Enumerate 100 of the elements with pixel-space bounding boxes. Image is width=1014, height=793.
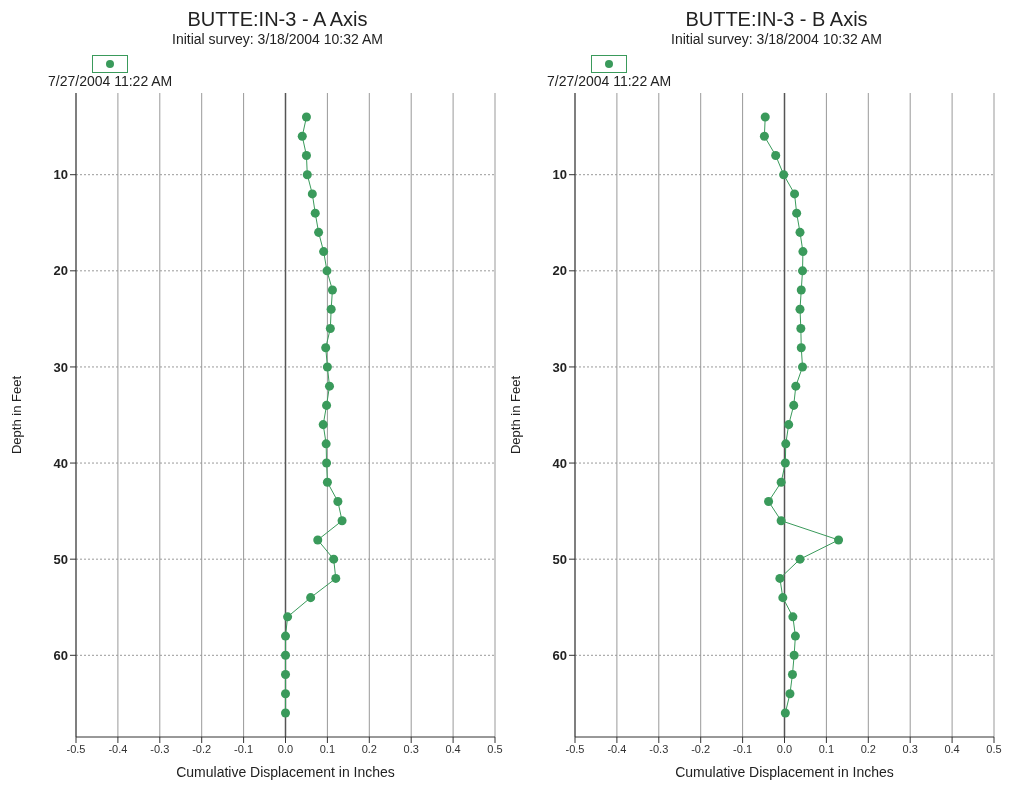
y-tick-label: 10 xyxy=(53,167,68,183)
point xyxy=(790,631,800,641)
point xyxy=(798,362,808,372)
point xyxy=(796,323,806,333)
point xyxy=(333,497,343,507)
point xyxy=(302,170,312,180)
x-tick-label: 0.1 xyxy=(818,742,835,755)
point xyxy=(327,285,337,295)
point xyxy=(301,150,311,160)
point xyxy=(314,227,324,237)
point xyxy=(280,708,291,718)
x-tick-label: -0.1 xyxy=(234,742,254,755)
point xyxy=(795,554,805,564)
y-tick-label: 60 xyxy=(53,647,68,663)
x-tick-label: 0.2 xyxy=(860,742,876,755)
point xyxy=(322,266,332,276)
point xyxy=(776,516,786,526)
x-axis-title: Cumulative Displacement in Inches xyxy=(176,764,395,780)
point xyxy=(280,689,291,699)
point xyxy=(306,593,316,603)
x-tick-label: -0.2 xyxy=(192,742,212,755)
point xyxy=(326,304,336,314)
point xyxy=(329,554,339,564)
x-tick-label: 0.5 xyxy=(487,742,503,755)
y-tick-label: 30 xyxy=(53,359,68,375)
point xyxy=(313,535,323,545)
legend-label: 7/27/2004 11:22 AM xyxy=(547,73,672,89)
point xyxy=(787,670,797,680)
point xyxy=(798,247,808,257)
point xyxy=(792,208,802,218)
x-tick-label: 0.0 xyxy=(776,742,793,755)
point xyxy=(318,420,328,430)
point xyxy=(781,439,791,449)
point xyxy=(789,400,799,410)
point xyxy=(322,400,332,410)
x-tick-label: -0.5 xyxy=(66,742,86,755)
point xyxy=(796,285,806,295)
point xyxy=(778,593,788,603)
point xyxy=(283,612,293,622)
x-tick-label: -0.3 xyxy=(649,742,669,755)
point xyxy=(322,362,332,372)
point xyxy=(280,650,291,660)
point xyxy=(297,131,307,141)
point xyxy=(779,170,789,180)
point xyxy=(771,150,781,160)
point xyxy=(798,266,808,276)
point xyxy=(764,497,774,507)
point xyxy=(322,477,332,487)
x-tick-label: -0.1 xyxy=(733,742,753,755)
y-tick-label: 50 xyxy=(552,551,567,567)
point xyxy=(796,343,806,353)
point xyxy=(280,631,291,641)
point xyxy=(325,323,335,333)
point xyxy=(307,189,317,199)
point xyxy=(322,458,332,468)
point xyxy=(795,227,805,237)
point xyxy=(331,573,341,583)
x-tick-label: 0.2 xyxy=(361,742,377,755)
y-tick-label: 40 xyxy=(53,455,68,471)
point xyxy=(788,612,798,622)
chart-subtitle: Initial survey: 3/18/2004 10:32 AM xyxy=(171,31,384,47)
y-axis-title: Depth in Feet xyxy=(8,375,24,455)
x-tick-label: 0.4 xyxy=(944,742,960,755)
x-tick-label: 0.5 xyxy=(986,742,1002,755)
point xyxy=(780,708,790,718)
point xyxy=(337,516,347,526)
legend-label: 7/27/2004 11:22 AM xyxy=(48,73,173,89)
point xyxy=(795,304,805,314)
x-tick-label: -0.2 xyxy=(691,742,711,755)
x-axis-title: Cumulative Displacement in Inches xyxy=(675,764,894,780)
y-tick-label: 50 xyxy=(53,551,68,567)
point xyxy=(775,573,785,583)
x-tick-label: 0.3 xyxy=(403,742,419,755)
point xyxy=(760,112,770,122)
point xyxy=(310,208,320,218)
x-tick-label: 0.3 xyxy=(902,742,918,755)
x-tick-label: 0.4 xyxy=(445,742,461,755)
y-tick-label: 60 xyxy=(552,647,567,663)
point xyxy=(280,670,291,680)
y-axis-title: Depth in Feet xyxy=(507,375,523,455)
point xyxy=(834,535,844,545)
x-tick-label: 0.1 xyxy=(319,742,336,755)
x-tick-label: -0.3 xyxy=(150,742,170,755)
point xyxy=(776,477,786,487)
y-tick-label: 10 xyxy=(552,167,567,183)
point xyxy=(790,189,800,199)
point xyxy=(321,343,331,353)
x-tick-label: -0.4 xyxy=(607,742,627,755)
point xyxy=(759,131,769,141)
point xyxy=(324,381,335,391)
point xyxy=(791,381,801,391)
point xyxy=(301,112,311,122)
x-tick-label: -0.5 xyxy=(565,742,585,755)
point xyxy=(789,650,799,660)
point xyxy=(785,689,795,699)
chart-subtitle: Initial survey: 3/18/2004 10:32 AM xyxy=(670,31,883,47)
x-tick-label: 0.0 xyxy=(277,742,294,755)
x-tick-label: -0.4 xyxy=(108,742,128,755)
point xyxy=(780,458,790,468)
y-tick-label: 20 xyxy=(53,263,68,279)
